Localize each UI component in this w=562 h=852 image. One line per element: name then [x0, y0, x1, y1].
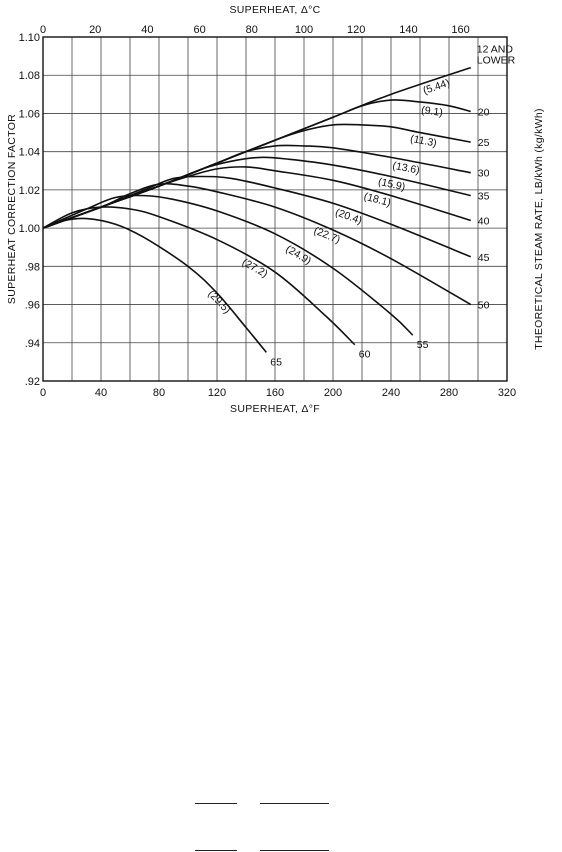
series-label: 20 — [478, 107, 490, 119]
x2-tick-label: 40 — [141, 24, 153, 36]
x2-tick-label: 80 — [246, 24, 258, 36]
y-tick-label: .98 — [25, 261, 40, 273]
series-label: 55 — [417, 339, 429, 351]
x2-axis-label: SUPERHEAT, Δ°C — [229, 4, 320, 16]
x2-tick-label: 20 — [89, 24, 101, 36]
series-label: 25 — [478, 137, 490, 149]
series-line — [42, 123, 471, 229]
series-label: 45 — [478, 252, 490, 264]
blank-line — [260, 803, 329, 804]
series-line — [42, 166, 471, 229]
series-label: 50 — [478, 300, 490, 312]
blank-line — [260, 850, 329, 851]
series-line — [42, 206, 356, 346]
series-label: 65 — [270, 356, 282, 368]
y-tick-label: 1.00 — [19, 223, 40, 235]
y-axis-label: SUPERHEAT CORRECTION FACTOR — [6, 114, 18, 304]
y2-axis-label: THEORETICAL STEAM RATE, LB/kWh (kg/kWh) — [533, 108, 545, 350]
y-tick-label: 1.06 — [19, 108, 40, 120]
y-tick-label: 1.04 — [19, 147, 40, 159]
series-kg-label: (13.6) — [391, 160, 420, 177]
series-line — [42, 194, 414, 336]
x-tick-label: 0 — [40, 387, 46, 399]
series-label: 12 AND LOWER — [477, 44, 516, 67]
series-line — [42, 217, 267, 353]
x2-tick-label: 160 — [451, 24, 469, 36]
blank-line — [195, 803, 237, 804]
series-line — [42, 182, 472, 306]
series-kg-label: (15.9) — [377, 176, 406, 194]
series-kg-label: (18.1) — [362, 191, 392, 210]
x-tick-label: 40 — [95, 387, 107, 399]
series-label: 35 — [478, 191, 490, 203]
y-tick-label: 1.02 — [19, 185, 40, 197]
y-tick-label: 1.10 — [19, 32, 40, 44]
curves — [42, 66, 472, 353]
series-line — [42, 175, 472, 258]
y-tick-label: .94 — [25, 338, 40, 350]
series-label: 60 — [359, 349, 371, 361]
x-tick-label: 160 — [266, 387, 284, 399]
x-tick-label: 120 — [208, 387, 226, 399]
x-tick-label: 240 — [382, 387, 400, 399]
series-kg-label: (29.5) — [205, 288, 233, 316]
x2-tick-label: 140 — [399, 24, 417, 36]
y-tick-label: .96 — [25, 300, 40, 312]
x-tick-label: 280 — [440, 387, 458, 399]
tick-labels: 0 40 80 120 160 200 240 280 320 0 20 40 60 80 100 120 14… — [19, 24, 517, 399]
x2-tick-label: 100 — [295, 24, 313, 36]
series-labels: 12 AND LOWER (5.44) 20 (9.1) 25 (11.3) 30 (13.6)… — [205, 44, 515, 369]
plot-frame — [42, 36, 508, 382]
series-kg-label: (9.1) — [421, 104, 444, 119]
y-tick-label: 1.08 — [19, 70, 40, 82]
y-tick-label: .92 — [25, 376, 40, 388]
x-tick-label: 80 — [153, 387, 165, 399]
x2-tick-label: 120 — [347, 24, 365, 36]
series-label: 30 — [478, 168, 490, 180]
series-label: 40 — [478, 215, 490, 227]
series-kg-label: (11.3) — [409, 133, 437, 150]
x-tick-label: 320 — [498, 387, 516, 399]
x2-tick-label: 60 — [193, 24, 205, 36]
x2-tick-label: 0 — [40, 24, 46, 36]
series-kg-label: (5.44) — [422, 77, 452, 97]
series-kg-label: (20.4) — [334, 206, 364, 227]
x-axis-label: SUPERHEAT, Δ°F — [230, 403, 320, 415]
x-tick-label: 200 — [324, 387, 342, 399]
blank-line — [195, 850, 237, 851]
